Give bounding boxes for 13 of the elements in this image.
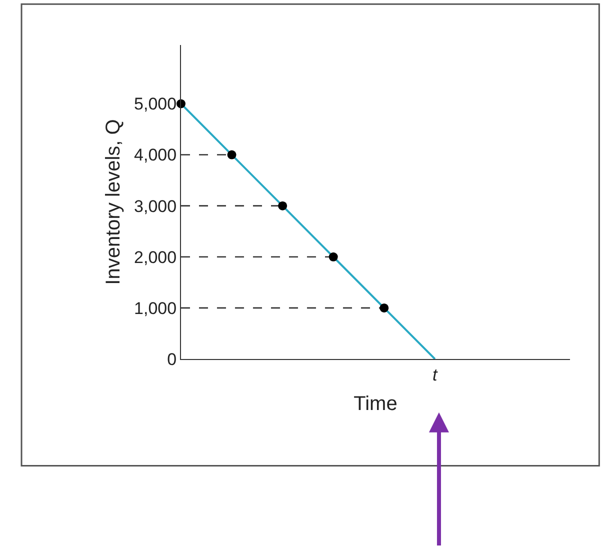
- point: [278, 201, 288, 210]
- y-tick-label: 0: [167, 350, 177, 369]
- x-axis-title: Time: [354, 392, 398, 415]
- point: [328, 252, 338, 262]
- y-axis-title: Inventory levels, Q: [102, 119, 125, 285]
- point: [380, 303, 389, 312]
- y-tick-label: 2,000: [134, 248, 177, 267]
- y-tick-label: 5,000: [134, 94, 177, 114]
- y-tick-label: 1,000: [134, 298, 177, 318]
- y-tick-label: 3,000: [134, 196, 177, 216]
- point: [227, 150, 236, 160]
- x-tick-label: t: [432, 365, 439, 384]
- y-tick-label: 4,000: [134, 146, 177, 165]
